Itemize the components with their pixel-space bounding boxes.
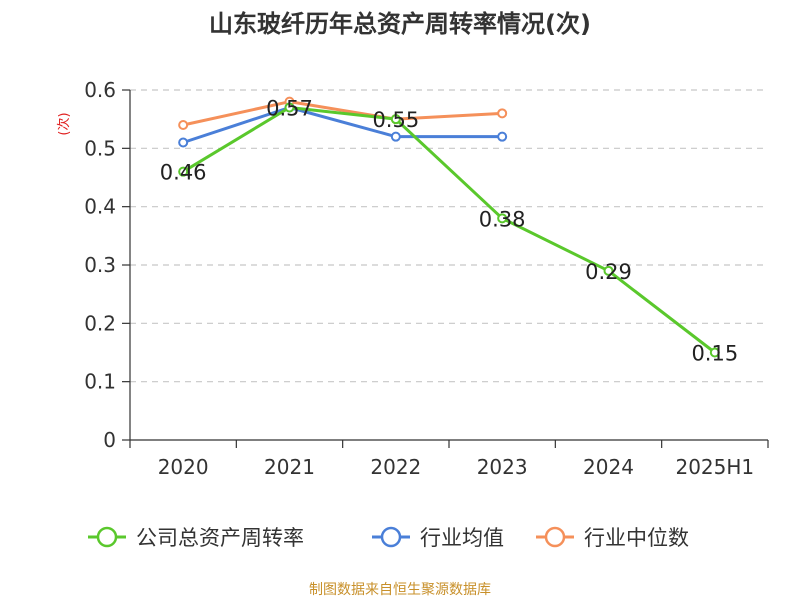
y-tick-label: 0.3 — [84, 253, 116, 277]
y-tick-label: 0.5 — [84, 136, 116, 160]
x-axis-ticks: 2020 2021 2022 2023 2024 2025H1 — [130, 440, 768, 479]
x-tick-label: 2020 — [158, 455, 209, 479]
data-label: 0.55 — [372, 108, 419, 132]
data-label: 0.46 — [160, 161, 207, 185]
x-tick-label: 2022 — [370, 455, 421, 479]
data-point[interactable] — [179, 139, 187, 147]
y-tick-label: 0.4 — [84, 195, 116, 219]
data-label: 0.29 — [585, 260, 632, 284]
legend-marker-icon — [98, 528, 116, 546]
x-tick-label: 2025H1 — [675, 455, 754, 479]
x-tick-label: 2024 — [583, 455, 634, 479]
y-tick-label: 0.2 — [84, 311, 116, 335]
series-group — [179, 98, 719, 357]
legend-label: 行业中位数 — [584, 526, 689, 550]
y-tick-label: 0.1 — [84, 370, 116, 394]
series-0 — [179, 104, 719, 357]
chart-title: 山东玻纤历年总资产周转率情况(次) — [209, 10, 591, 38]
source-note: 制图数据来自恒生聚源数据库 — [309, 582, 491, 598]
legend-label: 公司总资产周转率 — [136, 526, 304, 550]
data-point[interactable] — [179, 121, 187, 129]
gridlines — [130, 90, 768, 382]
data-label: 0.38 — [479, 207, 526, 231]
y-tick-label: 0 — [103, 428, 116, 452]
y-axis-label: (次) — [56, 112, 72, 135]
data-point[interactable] — [392, 133, 400, 141]
legend-item-2[interactable]: 行业中位数 — [536, 526, 689, 550]
legend-marker-icon — [382, 528, 400, 546]
data-point[interactable] — [498, 133, 506, 141]
legend-item-1[interactable]: 行业均值 — [372, 526, 504, 550]
legend-label: 行业均值 — [420, 526, 504, 550]
series-line — [183, 108, 715, 353]
y-tick-label: 0.6 — [84, 78, 116, 102]
x-tick-label: 2021 — [264, 455, 315, 479]
data-label: 0.15 — [691, 342, 738, 366]
legend-marker-icon — [546, 528, 564, 546]
legend-item-0[interactable]: 公司总资产周转率 — [88, 526, 304, 550]
y-axis-ticks: 0 0.1 0.2 0.3 0.4 0.5 0.6 — [84, 78, 130, 452]
legend[interactable]: 公司总资产周转率 行业均值 行业中位数 — [88, 526, 689, 550]
data-point[interactable] — [498, 109, 506, 117]
data-label: 0.57 — [266, 97, 313, 121]
x-tick-label: 2023 — [477, 455, 528, 479]
